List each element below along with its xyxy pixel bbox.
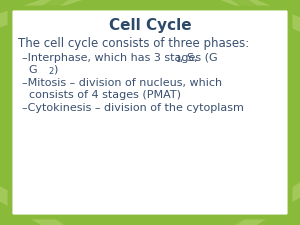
Polygon shape	[0, 0, 95, 30]
Polygon shape	[0, 0, 75, 50]
Text: 2: 2	[48, 67, 53, 76]
Text: –Mitosis – division of nucleus, which: –Mitosis – division of nucleus, which	[22, 78, 222, 88]
Polygon shape	[0, 184, 66, 225]
Text: consists of 4 stages (PMAT): consists of 4 stages (PMAT)	[22, 90, 181, 100]
Text: , S,: , S,	[180, 53, 198, 63]
Polygon shape	[233, 180, 300, 225]
Text: ): )	[53, 65, 57, 75]
Text: The cell cycle consists of three phases:: The cell cycle consists of three phases:	[18, 37, 249, 50]
Text: G: G	[22, 65, 38, 75]
Polygon shape	[210, 0, 300, 35]
Text: –Cytokinesis – division of the cytoplasm: –Cytokinesis – division of the cytoplasm	[22, 103, 244, 113]
Polygon shape	[225, 0, 300, 50]
Polygon shape	[0, 210, 300, 225]
Polygon shape	[216, 168, 300, 225]
Polygon shape	[0, 168, 84, 225]
FancyBboxPatch shape	[10, 8, 290, 217]
Text: Cell Cycle: Cell Cycle	[109, 18, 191, 33]
Polygon shape	[0, 0, 300, 15]
Text: 1: 1	[175, 55, 180, 64]
Polygon shape	[285, 0, 300, 225]
Text: –Interphase, which has 3 stages (G: –Interphase, which has 3 stages (G	[22, 53, 218, 63]
Polygon shape	[0, 0, 15, 225]
